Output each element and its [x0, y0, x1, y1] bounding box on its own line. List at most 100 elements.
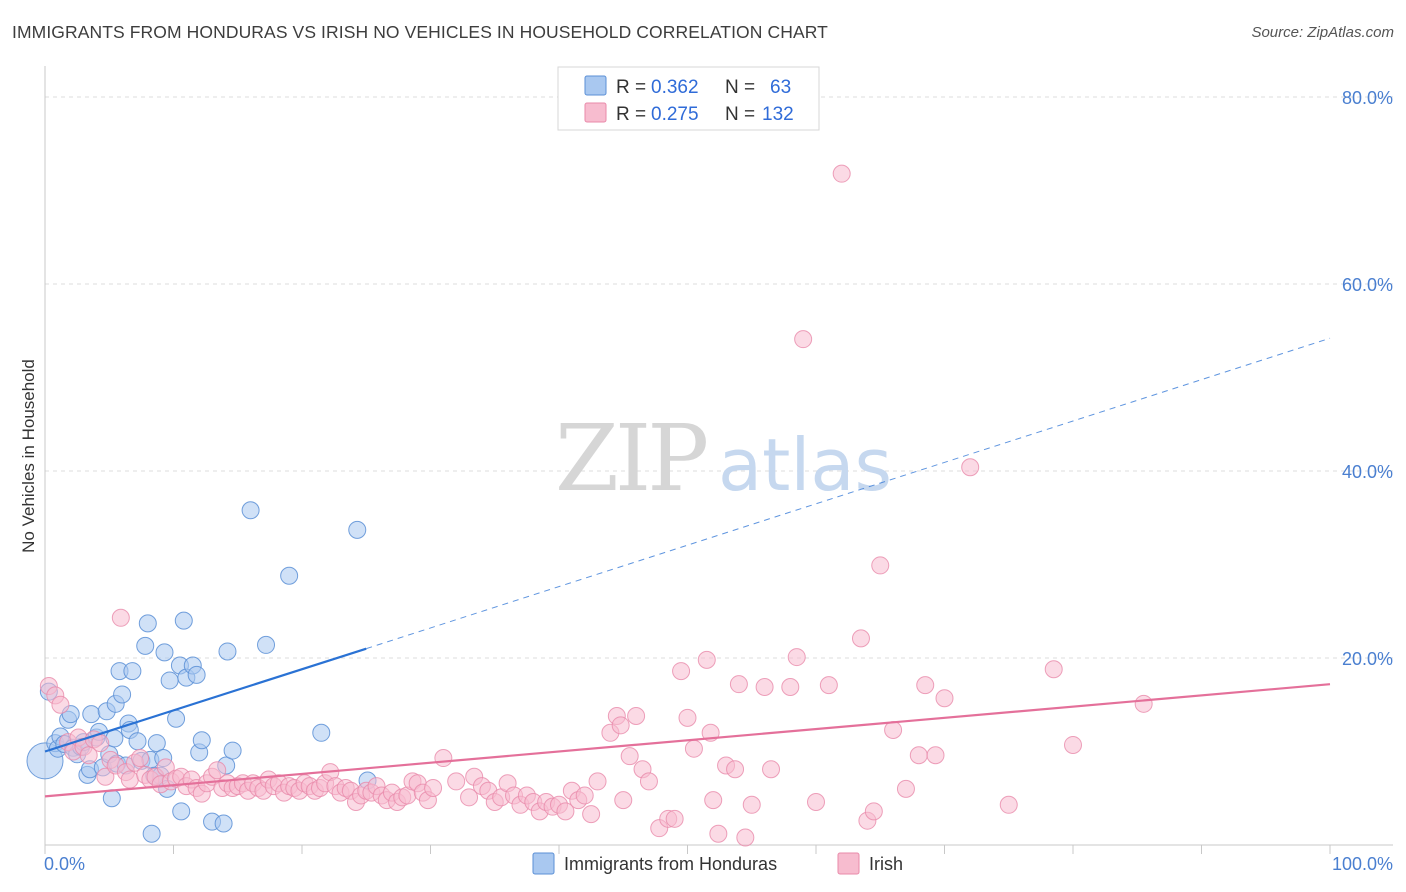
honduras-point [223, 741, 242, 760]
irish-point [864, 802, 883, 821]
y-tick-labels: 20.0% 40.0% 60.0% 80.0% [1342, 88, 1393, 669]
irish-point [697, 650, 716, 669]
x-tick-labels: 0.0% 100.0% [44, 854, 1393, 874]
honduras-point [280, 566, 299, 585]
irish-point [424, 778, 443, 797]
honduras-point [257, 635, 276, 654]
honduras-point [312, 723, 331, 742]
irish-point [672, 662, 691, 681]
irish-point [1044, 660, 1063, 679]
irish-point [208, 761, 227, 780]
honduras-point [348, 520, 367, 539]
irish-point [999, 795, 1018, 814]
honduras-point [142, 824, 161, 843]
legend-r-label-irish: R = [616, 104, 646, 125]
irish-point [665, 809, 684, 828]
honduras-point [172, 802, 191, 821]
watermark-zip: ZIP [555, 405, 706, 512]
irish-point [588, 772, 607, 791]
irish-point [96, 767, 115, 786]
chart-title: IMMIGRANTS FROM HONDURAS VS IRISH NO VEH… [12, 22, 828, 42]
irish-point [627, 706, 646, 725]
irish-point [926, 746, 945, 765]
honduras-point [128, 732, 147, 751]
y-tick-label: 80.0% [1342, 88, 1393, 108]
irish-point [684, 739, 703, 758]
honduras-point [123, 662, 142, 681]
honduras-point [174, 611, 193, 630]
irish-point [871, 556, 890, 575]
grid-lines [45, 96, 1393, 659]
x-tick-label-max: 100.0% [1332, 854, 1393, 874]
irish-trend-line [44, 683, 1331, 798]
honduras-point [214, 814, 233, 833]
irish-point [896, 779, 915, 798]
honduras-point [113, 685, 132, 704]
irish-point [736, 828, 755, 847]
x-tick-label-min: 0.0% [44, 854, 85, 874]
irish-point [611, 716, 630, 735]
irish-point [704, 791, 723, 810]
irish-point [51, 695, 70, 714]
legend-n-value-honduras: 63 [770, 77, 791, 98]
irish-points [39, 164, 1153, 847]
irish-point [620, 747, 639, 766]
irish-point [91, 734, 110, 753]
irish-point [832, 164, 851, 183]
irish-point [460, 788, 479, 807]
irish-point [819, 676, 838, 695]
honduras-point [155, 643, 174, 662]
irish-point [794, 330, 813, 349]
honduras-point [147, 734, 166, 753]
honduras-trend-extension [366, 337, 1331, 650]
honduras-point [160, 671, 179, 690]
irish-point [120, 770, 139, 789]
irish-point [1064, 735, 1082, 754]
irish-point [111, 608, 130, 627]
legend: R = 0.362 N = 63 R = 0.275 N = 132 [557, 66, 820, 131]
irish-point [935, 689, 954, 708]
legend-swatch-honduras [584, 75, 607, 96]
legend-n-label-honduras: N = [725, 77, 755, 98]
bottom-legend-label-honduras: Immigrants from Honduras [564, 854, 777, 874]
irish-point [678, 708, 697, 727]
irish-point [434, 749, 453, 768]
irish-point [131, 749, 150, 768]
irish-point [755, 677, 774, 696]
watermark-atlas: atlas [718, 423, 892, 507]
irish-point [781, 677, 800, 696]
irish-point [726, 760, 745, 779]
y-axis-label: No Vehicles in Household [19, 359, 38, 553]
legend-r-value-irish: 0.275 [651, 104, 699, 125]
legend-swatch-irish [584, 102, 607, 123]
irish-point [851, 629, 870, 648]
y-tick-label: 40.0% [1342, 462, 1393, 482]
watermark: ZIP atlas [555, 405, 892, 512]
axes [44, 66, 1393, 854]
legend-n-value-irish: 132 [762, 104, 794, 125]
honduras-point [102, 789, 121, 808]
honduras-point [138, 614, 157, 633]
honduras-point [218, 642, 237, 661]
bottom-legend: Immigrants from Honduras Irish [532, 852, 903, 875]
irish-point [762, 760, 781, 779]
honduras-point [167, 709, 186, 728]
irish-point [582, 805, 601, 824]
irish-point [729, 675, 748, 694]
irish-point [709, 824, 728, 843]
irish-point [79, 746, 98, 765]
irish-point [787, 648, 806, 667]
source-label: Source: ZipAtlas.com [1251, 24, 1394, 41]
irish-point [807, 792, 825, 811]
legend-r-value-honduras: 0.362 [651, 77, 699, 98]
irish-point [916, 676, 935, 695]
irish-point [639, 772, 658, 791]
irish-point [909, 746, 928, 765]
honduras-point [187, 665, 206, 684]
bottom-legend-swatch-honduras [532, 852, 555, 875]
legend-r-label-honduras: R = [616, 77, 646, 98]
trend-lines [44, 337, 1331, 798]
honduras-point [136, 636, 155, 655]
irish-point [1134, 694, 1153, 713]
